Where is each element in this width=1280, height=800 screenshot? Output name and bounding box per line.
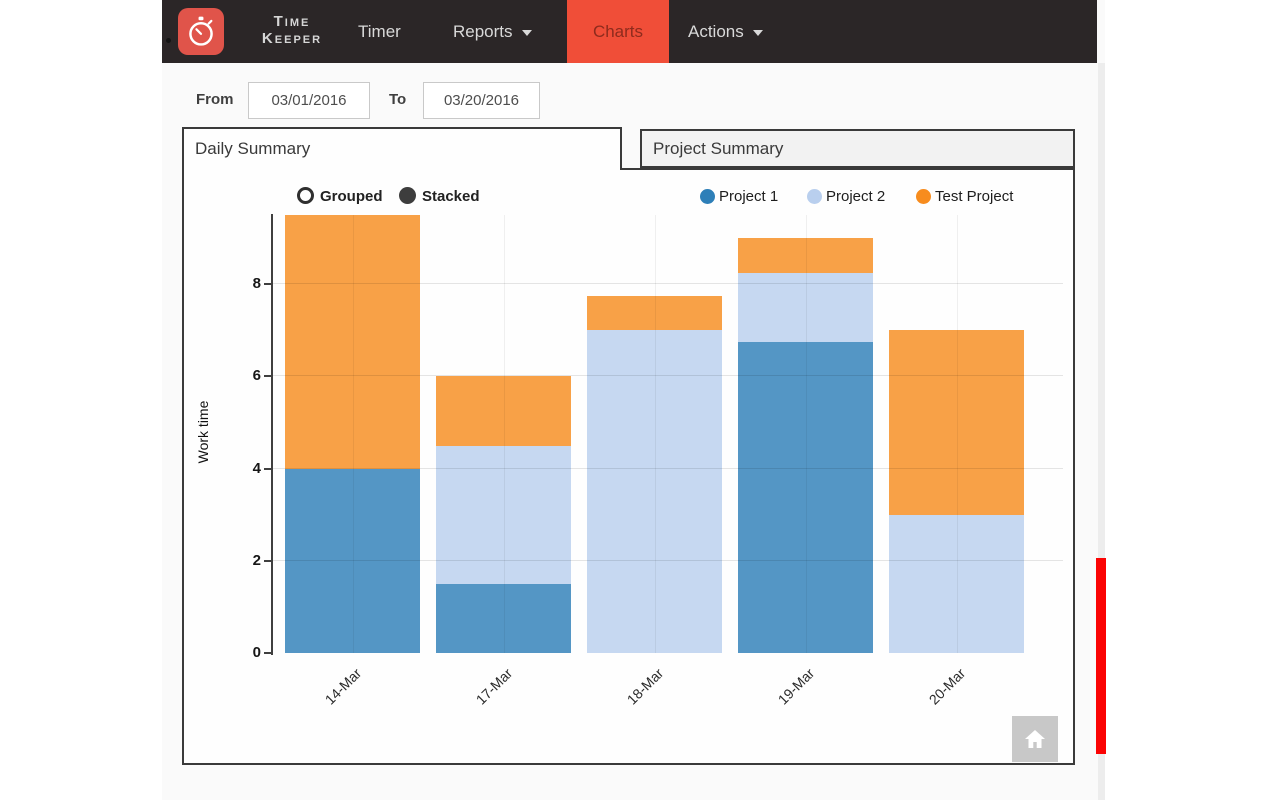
y-axis-tick-label: 2 bbox=[252, 551, 261, 569]
grouped-label[interactable]: Grouped bbox=[320, 188, 383, 205]
stacked-label[interactable]: Stacked bbox=[422, 188, 480, 205]
bar-segment-project-2 bbox=[587, 330, 722, 653]
scrollbar-thumb[interactable] bbox=[1096, 558, 1106, 754]
legend-label-project-2: Project 2 bbox=[826, 188, 886, 205]
y-axis-tick-mark bbox=[264, 559, 271, 562]
gridline-horizontal bbox=[273, 467, 1063, 469]
y-axis-tick-label: 8 bbox=[252, 275, 261, 293]
gridline-vertical bbox=[503, 215, 505, 653]
nav-item-actions[interactable]: Actions bbox=[688, 0, 763, 63]
nav-item-reports[interactable]: Reports bbox=[453, 0, 532, 63]
top-nav-bar: Time Keeper Timer Reports Charts Actions bbox=[162, 0, 1097, 63]
app-logo[interactable]: Time Keeper bbox=[178, 7, 338, 56]
bar-segment-project-2 bbox=[889, 514, 1024, 653]
from-label: From bbox=[196, 91, 234, 108]
y-axis-title: Work time bbox=[195, 400, 211, 464]
from-date-input[interactable] bbox=[248, 82, 370, 119]
tab-daily-summary[interactable]: Daily Summary bbox=[182, 127, 622, 170]
stacked-radio[interactable] bbox=[399, 187, 416, 204]
stopwatch-icon bbox=[178, 8, 224, 55]
gridline-vertical bbox=[956, 215, 958, 653]
legend-dot-project-1 bbox=[700, 189, 715, 204]
brand-line-2: Keeper bbox=[261, 30, 323, 47]
brand-line-1: Time bbox=[273, 13, 311, 30]
y-axis-tick-mark bbox=[264, 375, 271, 378]
bar-segment-test-project bbox=[285, 215, 420, 469]
y-axis-line bbox=[271, 214, 273, 655]
gridline-horizontal bbox=[273, 375, 1063, 377]
bar-segment-project-2 bbox=[738, 272, 873, 342]
bar-segment-test-project bbox=[587, 295, 722, 331]
gridline-vertical bbox=[805, 215, 807, 653]
brand-text: Time Keeper bbox=[244, 14, 340, 48]
grouped-radio[interactable] bbox=[297, 187, 314, 204]
nav-item-charts-active[interactable]: Charts bbox=[567, 0, 669, 63]
legend-label-project-1: Project 1 bbox=[719, 188, 779, 205]
chevron-down-icon bbox=[521, 29, 532, 36]
bar-segment-project-1 bbox=[738, 341, 873, 653]
to-date-input[interactable] bbox=[423, 82, 540, 119]
home-icon bbox=[1025, 730, 1045, 748]
legend-dot-project-2 bbox=[807, 189, 822, 204]
bar-segment-test-project bbox=[889, 330, 1024, 515]
gridline-vertical bbox=[352, 215, 354, 653]
y-axis-tick-label: 0 bbox=[252, 644, 261, 661]
y-axis-tick-mark bbox=[264, 467, 271, 470]
to-label: To bbox=[389, 91, 407, 108]
chevron-down-icon bbox=[752, 29, 763, 36]
legend-label-test-project: Test Project bbox=[935, 188, 1014, 205]
y-axis-tick-mark bbox=[264, 652, 271, 654]
mouse-cursor-dot bbox=[166, 38, 171, 43]
bar-segment-test-project bbox=[436, 376, 571, 446]
gridline-vertical bbox=[654, 215, 656, 653]
bar-segment-test-project bbox=[738, 238, 873, 273]
nav-actions-label: Actions bbox=[688, 22, 744, 41]
nav-item-timer[interactable]: Timer bbox=[358, 22, 401, 41]
y-axis-tick-mark bbox=[264, 283, 271, 286]
gridline-horizontal bbox=[273, 559, 1063, 561]
bar-segment-project-2 bbox=[436, 445, 571, 584]
bar-segment-project-1 bbox=[436, 583, 571, 653]
y-axis-tick-label: 6 bbox=[252, 367, 261, 385]
gridline-horizontal bbox=[273, 283, 1063, 285]
legend-dot-test-project bbox=[916, 189, 931, 204]
bar-segment-project-1 bbox=[285, 468, 420, 653]
tab-project-summary[interactable]: Project Summary bbox=[640, 129, 1075, 168]
nav-reports-label: Reports bbox=[453, 22, 513, 41]
y-axis-tick-label: 4 bbox=[252, 459, 261, 477]
home-button[interactable] bbox=[1012, 716, 1058, 762]
plot-area bbox=[273, 215, 1063, 653]
scrollbar-track[interactable] bbox=[1098, 63, 1105, 800]
